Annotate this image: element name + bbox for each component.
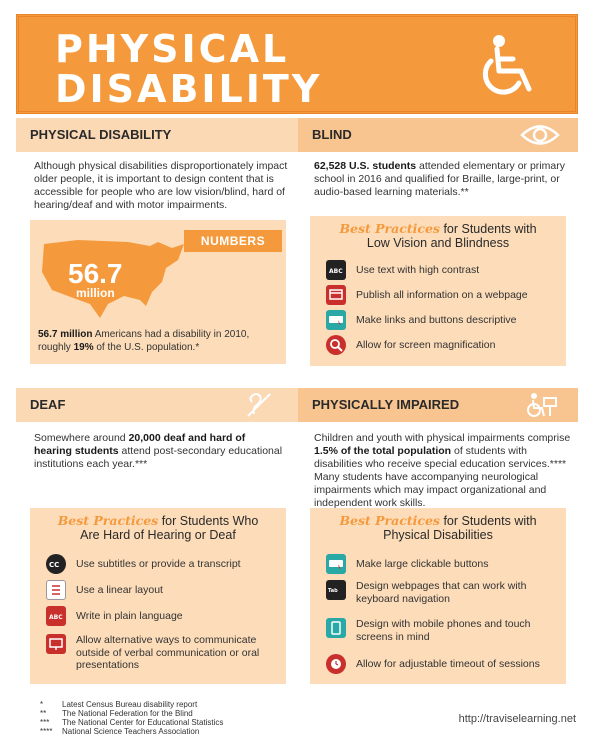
list-item: Publish all information on a webpage (326, 285, 528, 305)
list-item: Tab Design webpages that can work with k… (326, 580, 527, 605)
source-url[interactable]: http://traviselearning.net (458, 713, 576, 725)
title-banner: PHYSICAL DISABILITY (16, 14, 578, 114)
deaf-best-practices: Best Practices for Students Who Are Hard … (30, 508, 286, 684)
list-item: Allow for adjustable timeout of sessions (326, 654, 540, 674)
blind-bp-title: Best Practices for Students with Low Visi… (339, 221, 537, 251)
svg-text:ABC: ABC (49, 614, 63, 621)
blind-header: BLIND (298, 118, 578, 152)
list-item: Allow alternative ways to communicate ou… (46, 634, 276, 672)
impaired-bp-title: Best Practices for Students with Physical… (339, 513, 537, 543)
population-stat: 56.7 million Americans had a disability … (38, 329, 250, 353)
eye-icon (520, 125, 560, 145)
svg-text:CC: CC (49, 561, 59, 569)
blind-best-practices: Best Practices for Students with Low Visi… (310, 216, 566, 366)
impaired-best-practices: Best Practices for Students with Physical… (310, 508, 566, 684)
ear-icon (247, 393, 271, 417)
alarm-icon (326, 654, 346, 674)
mobile-icon (326, 618, 346, 638)
tab-key-icon: Tab (326, 580, 346, 600)
list-item: Make large clickable buttons (326, 554, 489, 574)
cc-icon: CC (46, 554, 66, 574)
webpage-icon (326, 285, 346, 305)
page-title: PHYSICAL DISABILITY (55, 27, 323, 111)
click-here-icon (326, 310, 346, 330)
physically-impaired-header: PHYSICALLY IMPAIRED (298, 388, 578, 422)
physical-disability-header: PHYSICAL DISABILITY (16, 118, 298, 152)
physical-intro-text: Although physical disabilities dispropor… (34, 160, 288, 211)
big-number: 56.7 (68, 258, 123, 289)
student-wheelchair-icon (527, 393, 557, 417)
footnote: *** The National Center for Educational S… (40, 718, 224, 727)
impaired-text: Children and youth with physical impairm… (314, 432, 571, 509)
abc-icon: ABC (326, 260, 346, 280)
list-item: Design with mobile phones and touch scre… (326, 618, 556, 643)
presentation-icon (46, 634, 66, 654)
list-item: Make links and buttons descriptive (326, 310, 517, 330)
svg-text:ABC: ABC (329, 268, 343, 275)
wheelchair-icon (482, 35, 532, 95)
list-icon (46, 580, 66, 600)
numbers-tag: NUMBERS (184, 230, 282, 252)
blind-text: 62,528 U.S. students attended elementary… (314, 160, 565, 198)
magnifier-icon (326, 335, 346, 355)
footnotes: * Latest Census Bureau disability report … (40, 700, 223, 736)
list-item: Allow for screen magnification (326, 335, 495, 355)
footnote: ** The National Federation for the Blind (40, 709, 193, 718)
us-map-graphic (42, 240, 184, 318)
big-number-unit: million (76, 286, 115, 300)
list-item: Use a linear layout (46, 580, 163, 600)
footnote: **** National Science Teachers Associatio… (40, 727, 200, 736)
deaf-header: DEAF (16, 388, 298, 422)
svg-text:Tab: Tab (328, 588, 338, 594)
list-item: ABC Use text with high contrast (326, 260, 479, 280)
deaf-text: Somewhere around 20,000 deaf and hard of… (34, 432, 283, 470)
abc-icon: ABC (46, 606, 66, 626)
list-item: ABC Write in plain language (46, 606, 183, 626)
click-here-icon (326, 554, 346, 574)
deaf-bp-title: Best Practices for Students Who Are Hard … (57, 513, 259, 543)
footnote: * Latest Census Bureau disability report (40, 700, 198, 709)
list-item: CC Use subtitles or provide a transcript (46, 554, 241, 574)
